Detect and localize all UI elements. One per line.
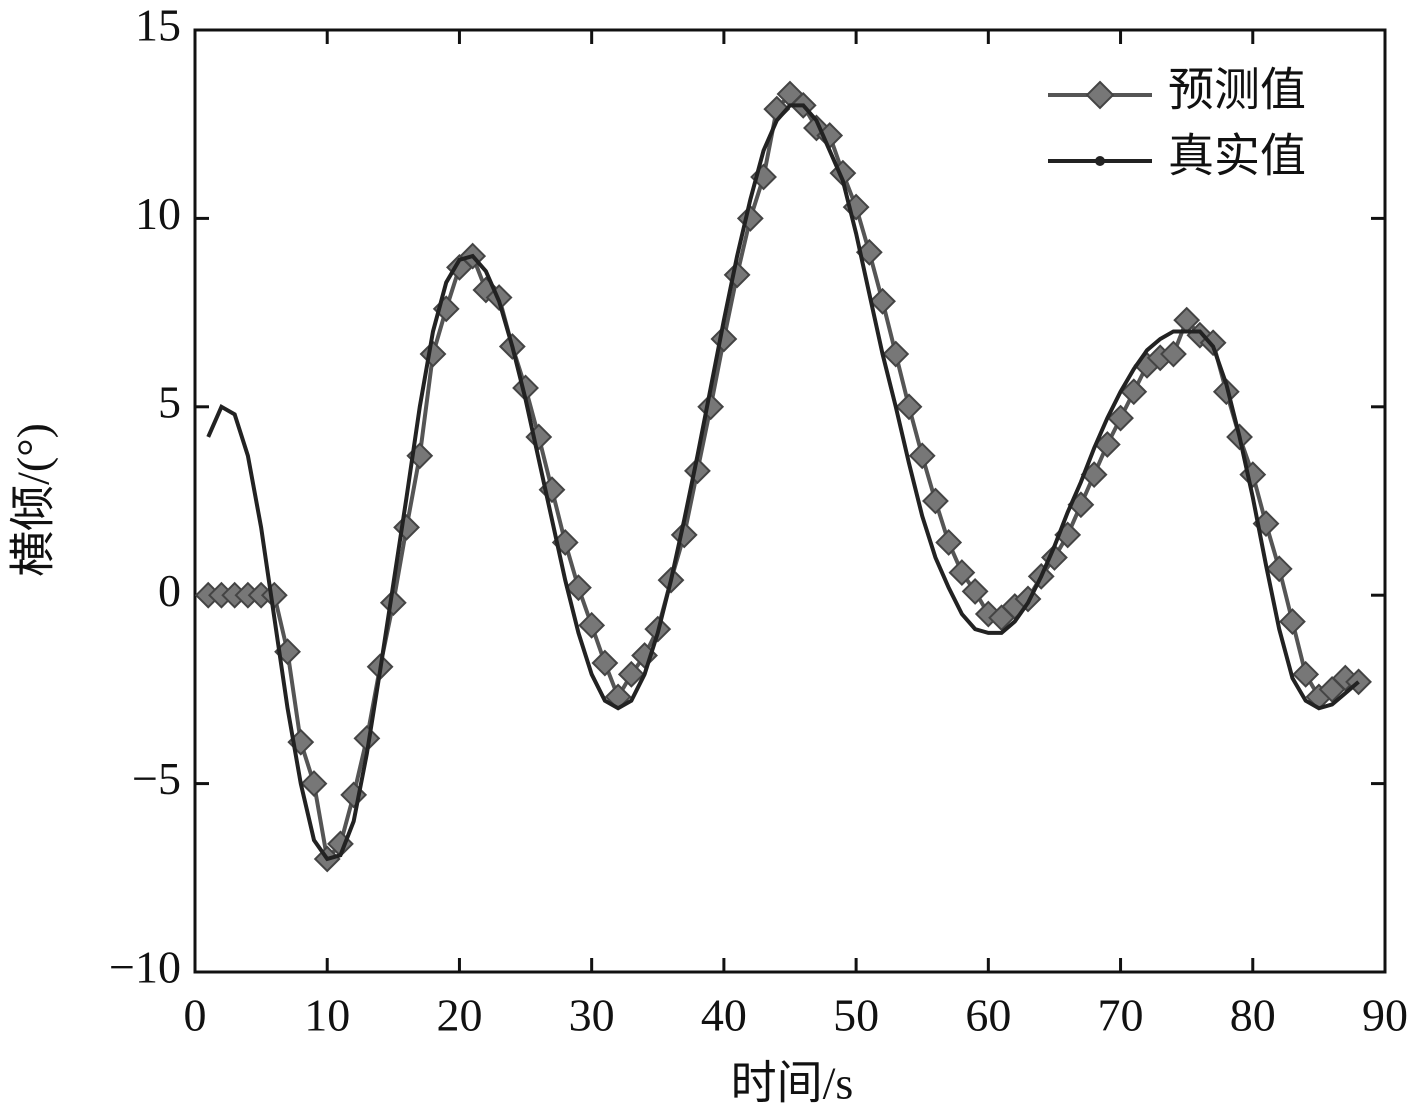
diamond-marker [393, 513, 420, 541]
y-tick-label: 15 [135, 0, 181, 51]
diamond-marker [300, 770, 328, 798]
plot-frame [193, 28, 1387, 974]
x-tick-label: 50 [833, 990, 879, 1041]
diamond-marker [591, 649, 619, 677]
x-tick-label: 20 [436, 990, 482, 1041]
diamond-marker [1160, 340, 1187, 368]
diamond-marker [565, 574, 592, 602]
diamond-marker [379, 589, 407, 617]
y-axis-label: 横倾/(°) [8, 423, 59, 577]
legend-label: 预测值 [1168, 65, 1306, 116]
legend-marker [1085, 80, 1115, 110]
diamond-marker [869, 287, 896, 315]
series-line [206, 103, 1360, 862]
diamond-marker [1107, 404, 1134, 432]
x-tick-label: 70 [1098, 990, 1144, 1041]
legend-label: 真实值 [1168, 131, 1306, 182]
x-tick-label: 30 [569, 990, 615, 1041]
y-tick-label: 10 [135, 188, 181, 239]
diamond-marker [419, 340, 447, 368]
diamond-marker [935, 529, 963, 556]
diamond-marker [1265, 555, 1293, 583]
series-line [208, 91, 1360, 864]
diamond-marker [617, 660, 645, 688]
x-tick-label: 80 [1230, 990, 1276, 1041]
diamond-marker [578, 611, 606, 639]
diamond-marker [1292, 660, 1320, 688]
diamond-marker [723, 261, 751, 289]
diamond-marker [948, 559, 976, 587]
diamond-marker [1120, 378, 1148, 406]
x-tick-label: 60 [965, 990, 1011, 1041]
diamond-marker [1279, 608, 1306, 635]
legend-marker [1095, 156, 1105, 166]
x-tick-label: 40 [701, 990, 747, 1041]
x-tick-label: 0 [184, 990, 207, 1041]
diamond-marker [895, 393, 923, 421]
y-tick-label: −10 [109, 942, 181, 993]
diamond-marker [882, 340, 910, 368]
diamond-marker [961, 578, 989, 605]
diamond-marker [922, 487, 949, 515]
y-tick-label: 0 [158, 565, 181, 616]
x-tick-label: 10 [304, 990, 350, 1041]
x-tick-label: 90 [1362, 990, 1408, 1041]
y-tick-label: −5 [132, 753, 181, 804]
y-tick-label: 5 [158, 376, 181, 427]
x-axis-label: 时间/s [731, 1058, 854, 1109]
diamond-marker [908, 442, 936, 470]
